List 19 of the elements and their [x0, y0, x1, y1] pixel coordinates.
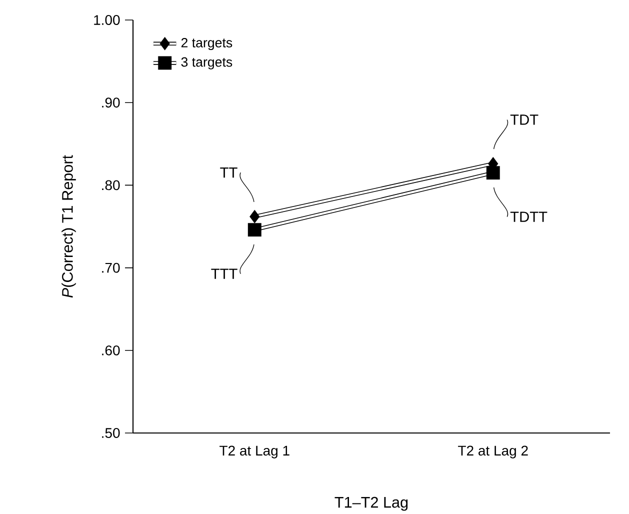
x-tick-label: T2 at Lag 1	[220, 446, 290, 458]
annotation: TT	[220, 168, 238, 178]
legend-label: 2 targets	[181, 38, 232, 50]
y-tick-label: 1.00	[94, 15, 120, 25]
y-axis-title: P(Correct) T1 Report	[62, 155, 76, 298]
point	[250, 210, 260, 224]
legend-label: 3 targets	[181, 57, 232, 70]
point	[248, 223, 262, 237]
annotation: TTT	[211, 268, 238, 279]
y-tick-label: .50	[102, 428, 120, 438]
annotation: TDT	[510, 114, 538, 125]
x-tick-label: T2 at Lag 2	[458, 446, 528, 458]
y-tick-label: .70	[102, 262, 120, 273]
x-axis-title: T1–T2 Lag	[334, 496, 408, 511]
y-tick-label: .80	[102, 180, 120, 190]
y-tick-label: .60	[102, 345, 120, 356]
y-tick-label: .90	[102, 98, 120, 108]
point	[486, 166, 500, 180]
annotation: TDTT	[510, 212, 548, 222]
